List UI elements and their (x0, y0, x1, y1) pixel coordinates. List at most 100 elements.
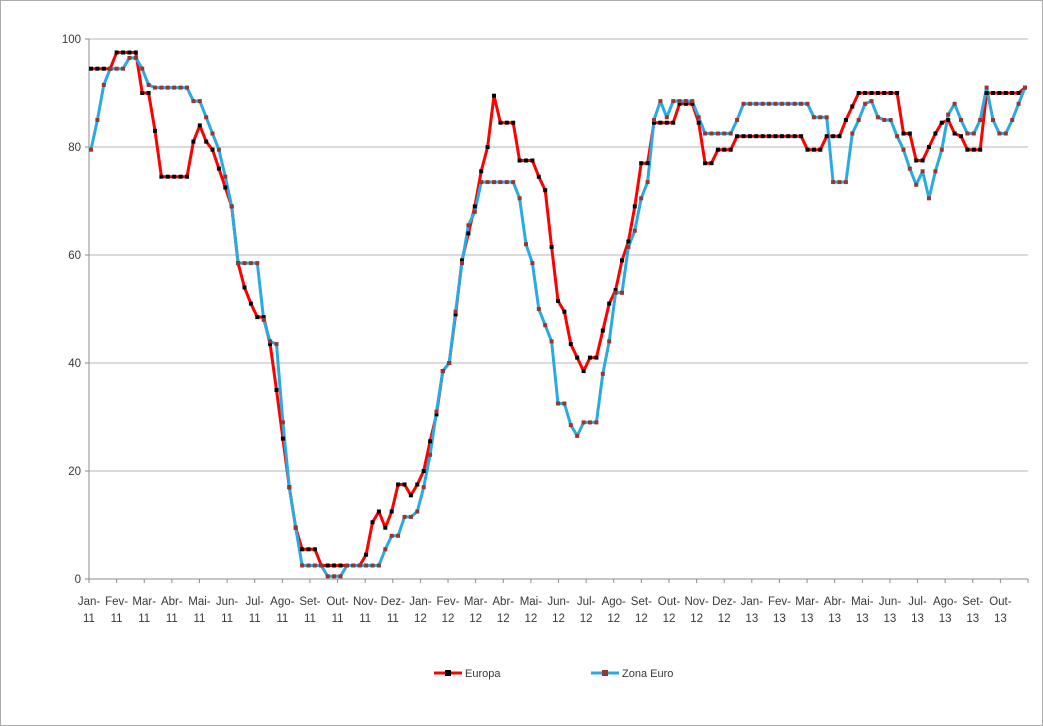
data-point-marker-1 (216, 147, 221, 152)
x-axis-month-label: Ago- (270, 596, 294, 608)
data-point-marker-0 (562, 309, 567, 314)
y-axis-tick-label: 100 (62, 34, 81, 46)
data-point-marker-0 (939, 120, 944, 125)
legend-marker-europa (445, 670, 451, 676)
x-axis-month-label: Fev- (768, 596, 791, 608)
data-point-marker-1 (153, 85, 157, 90)
data-point-marker-1 (677, 99, 682, 104)
x-axis-year-label: 11 (138, 613, 150, 625)
x-axis-labels: Jan- 11 Fev- 11 Mar- 11 Abr- 11 Mai- 11 Jun- 11 Jul-… (78, 596, 1012, 625)
x-axis-year-label: 11 (193, 613, 205, 625)
data-point-marker-0 (159, 174, 164, 179)
data-point-marker-1 (575, 433, 580, 438)
data-point-marker-1 (869, 99, 874, 104)
data-point-marker-1 (562, 401, 567, 406)
data-point-marker-1 (1010, 118, 1015, 122)
data-point-marker-0 (703, 161, 708, 166)
data-point-marker-0 (901, 131, 906, 136)
data-point-marker-1 (978, 118, 983, 122)
data-point-marker-1 (927, 196, 931, 201)
data-point-marker-1 (792, 101, 797, 106)
x-axis-year-label: 13 (856, 613, 869, 625)
data-point-marker-1 (210, 131, 215, 136)
data-point-marker-0 (95, 66, 100, 71)
data-point-marker-1 (434, 409, 439, 414)
data-point-marker-1 (357, 563, 362, 568)
data-point-marker-0 (626, 239, 631, 244)
data-point-marker-0 (658, 120, 663, 125)
x-axis-year-label: 12 (718, 613, 731, 625)
series-line-1 (89, 56, 1027, 578)
data-point-marker-0 (933, 131, 938, 136)
data-point-marker-1 (549, 339, 554, 344)
data-point-marker-0 (89, 66, 93, 71)
data-point-marker-0 (204, 139, 209, 144)
data-point-marker-0 (735, 134, 740, 139)
data-point-marker-1 (492, 180, 496, 185)
data-point-marker-0 (479, 169, 484, 174)
data-point-marker-1 (338, 574, 343, 579)
data-point-marker-0 (274, 388, 279, 392)
x-axis-month-label: Jul- (908, 596, 927, 608)
y-axis-tick-label: 0 (75, 574, 81, 586)
data-point-marker-1 (984, 85, 989, 90)
x-axis-month-label: Dez- (712, 596, 736, 608)
data-point-marker-0 (242, 285, 247, 290)
data-point-marker-1 (831, 180, 836, 185)
x-axis-year-label: 12 (414, 613, 427, 625)
data-point-marker-1 (280, 420, 285, 425)
x-axis-year-label: 12 (690, 613, 703, 625)
data-point-marker-0 (485, 145, 490, 149)
data-point-marker-1 (351, 563, 356, 568)
x-axis-month-label: Nov- (684, 596, 708, 608)
data-point-marker-0 (805, 147, 810, 152)
data-point-marker-0 (837, 134, 842, 139)
data-point-marker-1 (101, 82, 106, 87)
data-point-marker-1 (971, 131, 976, 136)
data-point-marker-1 (767, 101, 772, 106)
data-point-marker-1 (460, 261, 464, 266)
data-point-marker-1 (146, 82, 151, 87)
data-point-marker-1 (652, 118, 656, 122)
data-point-marker-0 (927, 145, 931, 149)
x-axis-month-label: Out- (658, 596, 681, 608)
data-point-marker-0 (549, 244, 554, 249)
x-axis-year-label: 11 (304, 613, 316, 625)
data-point-marker-1 (959, 118, 963, 122)
data-point-marker-0 (875, 91, 880, 95)
data-point-marker-1 (658, 99, 663, 104)
data-point-marker-0 (664, 120, 669, 125)
y-axis-labels: 0 20 40 60 80 100 (62, 34, 81, 586)
data-point-marker-0 (504, 120, 509, 125)
x-axis-year-label: 11 (83, 613, 95, 625)
data-point-marker-0 (652, 120, 656, 125)
data-point-marker-0 (620, 258, 624, 263)
data-point-marker-0 (1010, 91, 1015, 95)
data-point-marker-1 (920, 169, 925, 174)
data-point-marker-1 (952, 101, 957, 106)
data-point-marker-1 (690, 99, 695, 104)
data-point-marker-1 (140, 66, 145, 71)
x-axis-year-label: 11 (332, 613, 344, 625)
data-point-marker-1 (779, 101, 784, 106)
data-point-marker-0 (907, 131, 912, 136)
y-axis-tick-label: 40 (68, 358, 81, 370)
data-point-marker-1 (172, 85, 177, 90)
series-lines (89, 51, 1027, 578)
data-point-marker-0 (677, 101, 682, 106)
data-point-marker-1 (344, 563, 349, 568)
data-point-marker-0 (146, 91, 151, 95)
data-point-marker-0 (946, 118, 951, 122)
x-axis-year-label: 12 (552, 613, 565, 625)
data-point-marker-1 (1023, 85, 1027, 90)
data-point-marker-1 (261, 317, 266, 322)
series-markers (89, 50, 1027, 579)
data-point-marker-0 (428, 439, 433, 444)
data-point-marker-1 (479, 180, 484, 185)
x-axis-month-label: Jun- (879, 596, 902, 608)
x-axis-month-label: Set- (631, 596, 652, 608)
data-point-marker-1 (165, 85, 170, 90)
x-axis-month-label: Out- (326, 596, 349, 608)
data-point-marker-0 (696, 120, 701, 125)
